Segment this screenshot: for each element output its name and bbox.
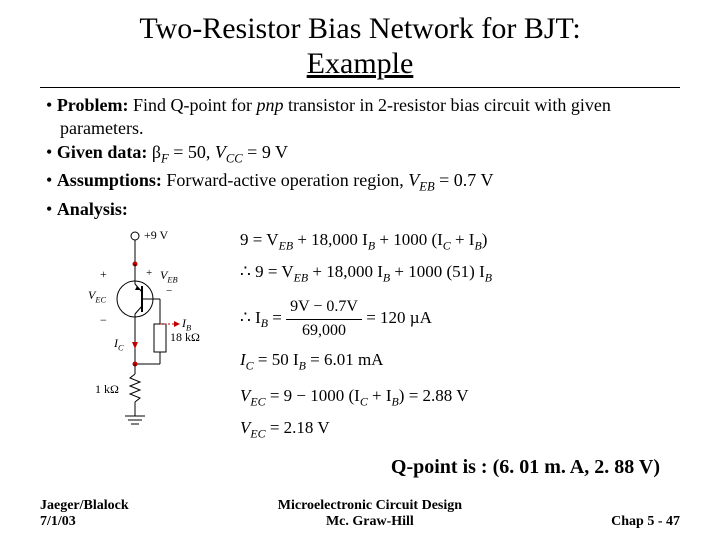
svg-text:−: − bbox=[166, 285, 172, 297]
slide-footer: Jaeger/Blalock 7/1/03 Microelectronic Ci… bbox=[40, 498, 680, 530]
equations: 9 = VEB + 18,000 IB + 1000 (IC + IB) ∴ 9… bbox=[240, 224, 680, 448]
slide-title: Two-Resistor Bias Network for BJT: Examp… bbox=[40, 12, 680, 81]
eq-4: IC = 50 IB = 6.01 mA bbox=[240, 348, 680, 374]
label-ic: IC bbox=[114, 336, 124, 352]
svg-text:−: − bbox=[100, 313, 107, 327]
bullet-given: • Given data: βF = 50, VCC = 9 V bbox=[46, 141, 680, 167]
label-veb: VEB bbox=[160, 268, 178, 284]
eq-2: ∴ 9 = VEB + 18,000 IB + 1000 (51) IB bbox=[240, 260, 680, 286]
label-supply: +9 V bbox=[144, 228, 168, 243]
footer-left: Jaeger/Blalock 7/1/03 bbox=[40, 498, 129, 530]
footer-center: Microelectronic Circuit Design Mc. Graw-… bbox=[278, 498, 462, 530]
circuit-diagram: + − + − +9 V VEC VEB 18 kΩ 1 kΩ IC IB bbox=[40, 224, 230, 434]
title-separator bbox=[40, 87, 680, 88]
eq-1: 9 = VEB + 18,000 IB + 1000 (IC + IB) bbox=[240, 228, 680, 254]
q-point-result: Q-point is : (6. 01 m. A, 2. 88 V) bbox=[40, 456, 680, 479]
bullet-problem: • Problem: Find Q-point for pnp transist… bbox=[46, 94, 680, 139]
bullet-analysis: • Analysis: bbox=[46, 198, 680, 221]
label-vec: VEC bbox=[88, 288, 106, 304]
label-ib: IB bbox=[182, 316, 191, 332]
svg-text:+: + bbox=[100, 267, 107, 281]
footer-right: Chap 5 - 47 bbox=[611, 514, 680, 530]
eq-5: VEC = 9 − 1000 (IC + IB) = 2.88 V bbox=[240, 384, 680, 410]
eq-3: ∴ IB = 9V − 0.7V69,000 = 120 µA bbox=[240, 296, 680, 342]
bullet-assumptions: • Assumptions: Forward-active operation … bbox=[46, 169, 680, 195]
label-rcollector: 1 kΩ bbox=[95, 382, 119, 397]
eq-6: VEC = 2.18 V bbox=[240, 416, 680, 442]
bullet-list: • Problem: Find Q-point for pnp transist… bbox=[40, 94, 680, 220]
svg-text:+: + bbox=[146, 267, 152, 279]
